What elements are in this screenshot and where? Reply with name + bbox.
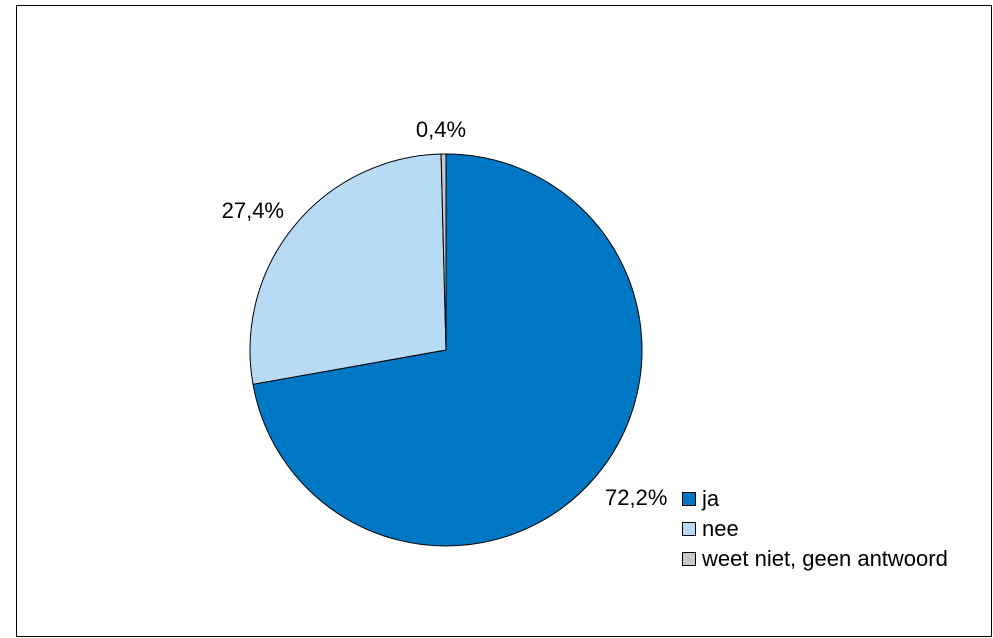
data-label-weet-niet: 0,4% bbox=[416, 117, 466, 142]
legend-item-weet-niet: weet niet, geen antwoord bbox=[682, 544, 948, 574]
legend-swatch-ja bbox=[682, 492, 696, 506]
pie-data-labels: 72,2% 27,4% 0,4% bbox=[222, 117, 668, 510]
pie-slice-nee bbox=[249, 153, 447, 385]
legend-label-ja: ja bbox=[702, 486, 720, 511]
data-label-nee: 27,4% bbox=[222, 198, 284, 223]
data-label-ja: 72,2% bbox=[605, 485, 667, 510]
pie-slice-ja bbox=[252, 153, 643, 547]
legend-item-ja: ja bbox=[682, 484, 948, 514]
pie-slice-weet-niet bbox=[440, 153, 447, 351]
legend: ja nee weet niet, geen antwoord bbox=[682, 484, 948, 574]
legend-swatch-nee bbox=[682, 522, 696, 536]
legend-label-weet-niet: weet niet, geen antwoord bbox=[702, 546, 948, 571]
legend-item-nee: nee bbox=[682, 514, 948, 544]
pie-slices bbox=[249, 153, 643, 547]
legend-label-nee: nee bbox=[702, 516, 739, 541]
legend-swatch-weet-niet bbox=[682, 552, 696, 566]
